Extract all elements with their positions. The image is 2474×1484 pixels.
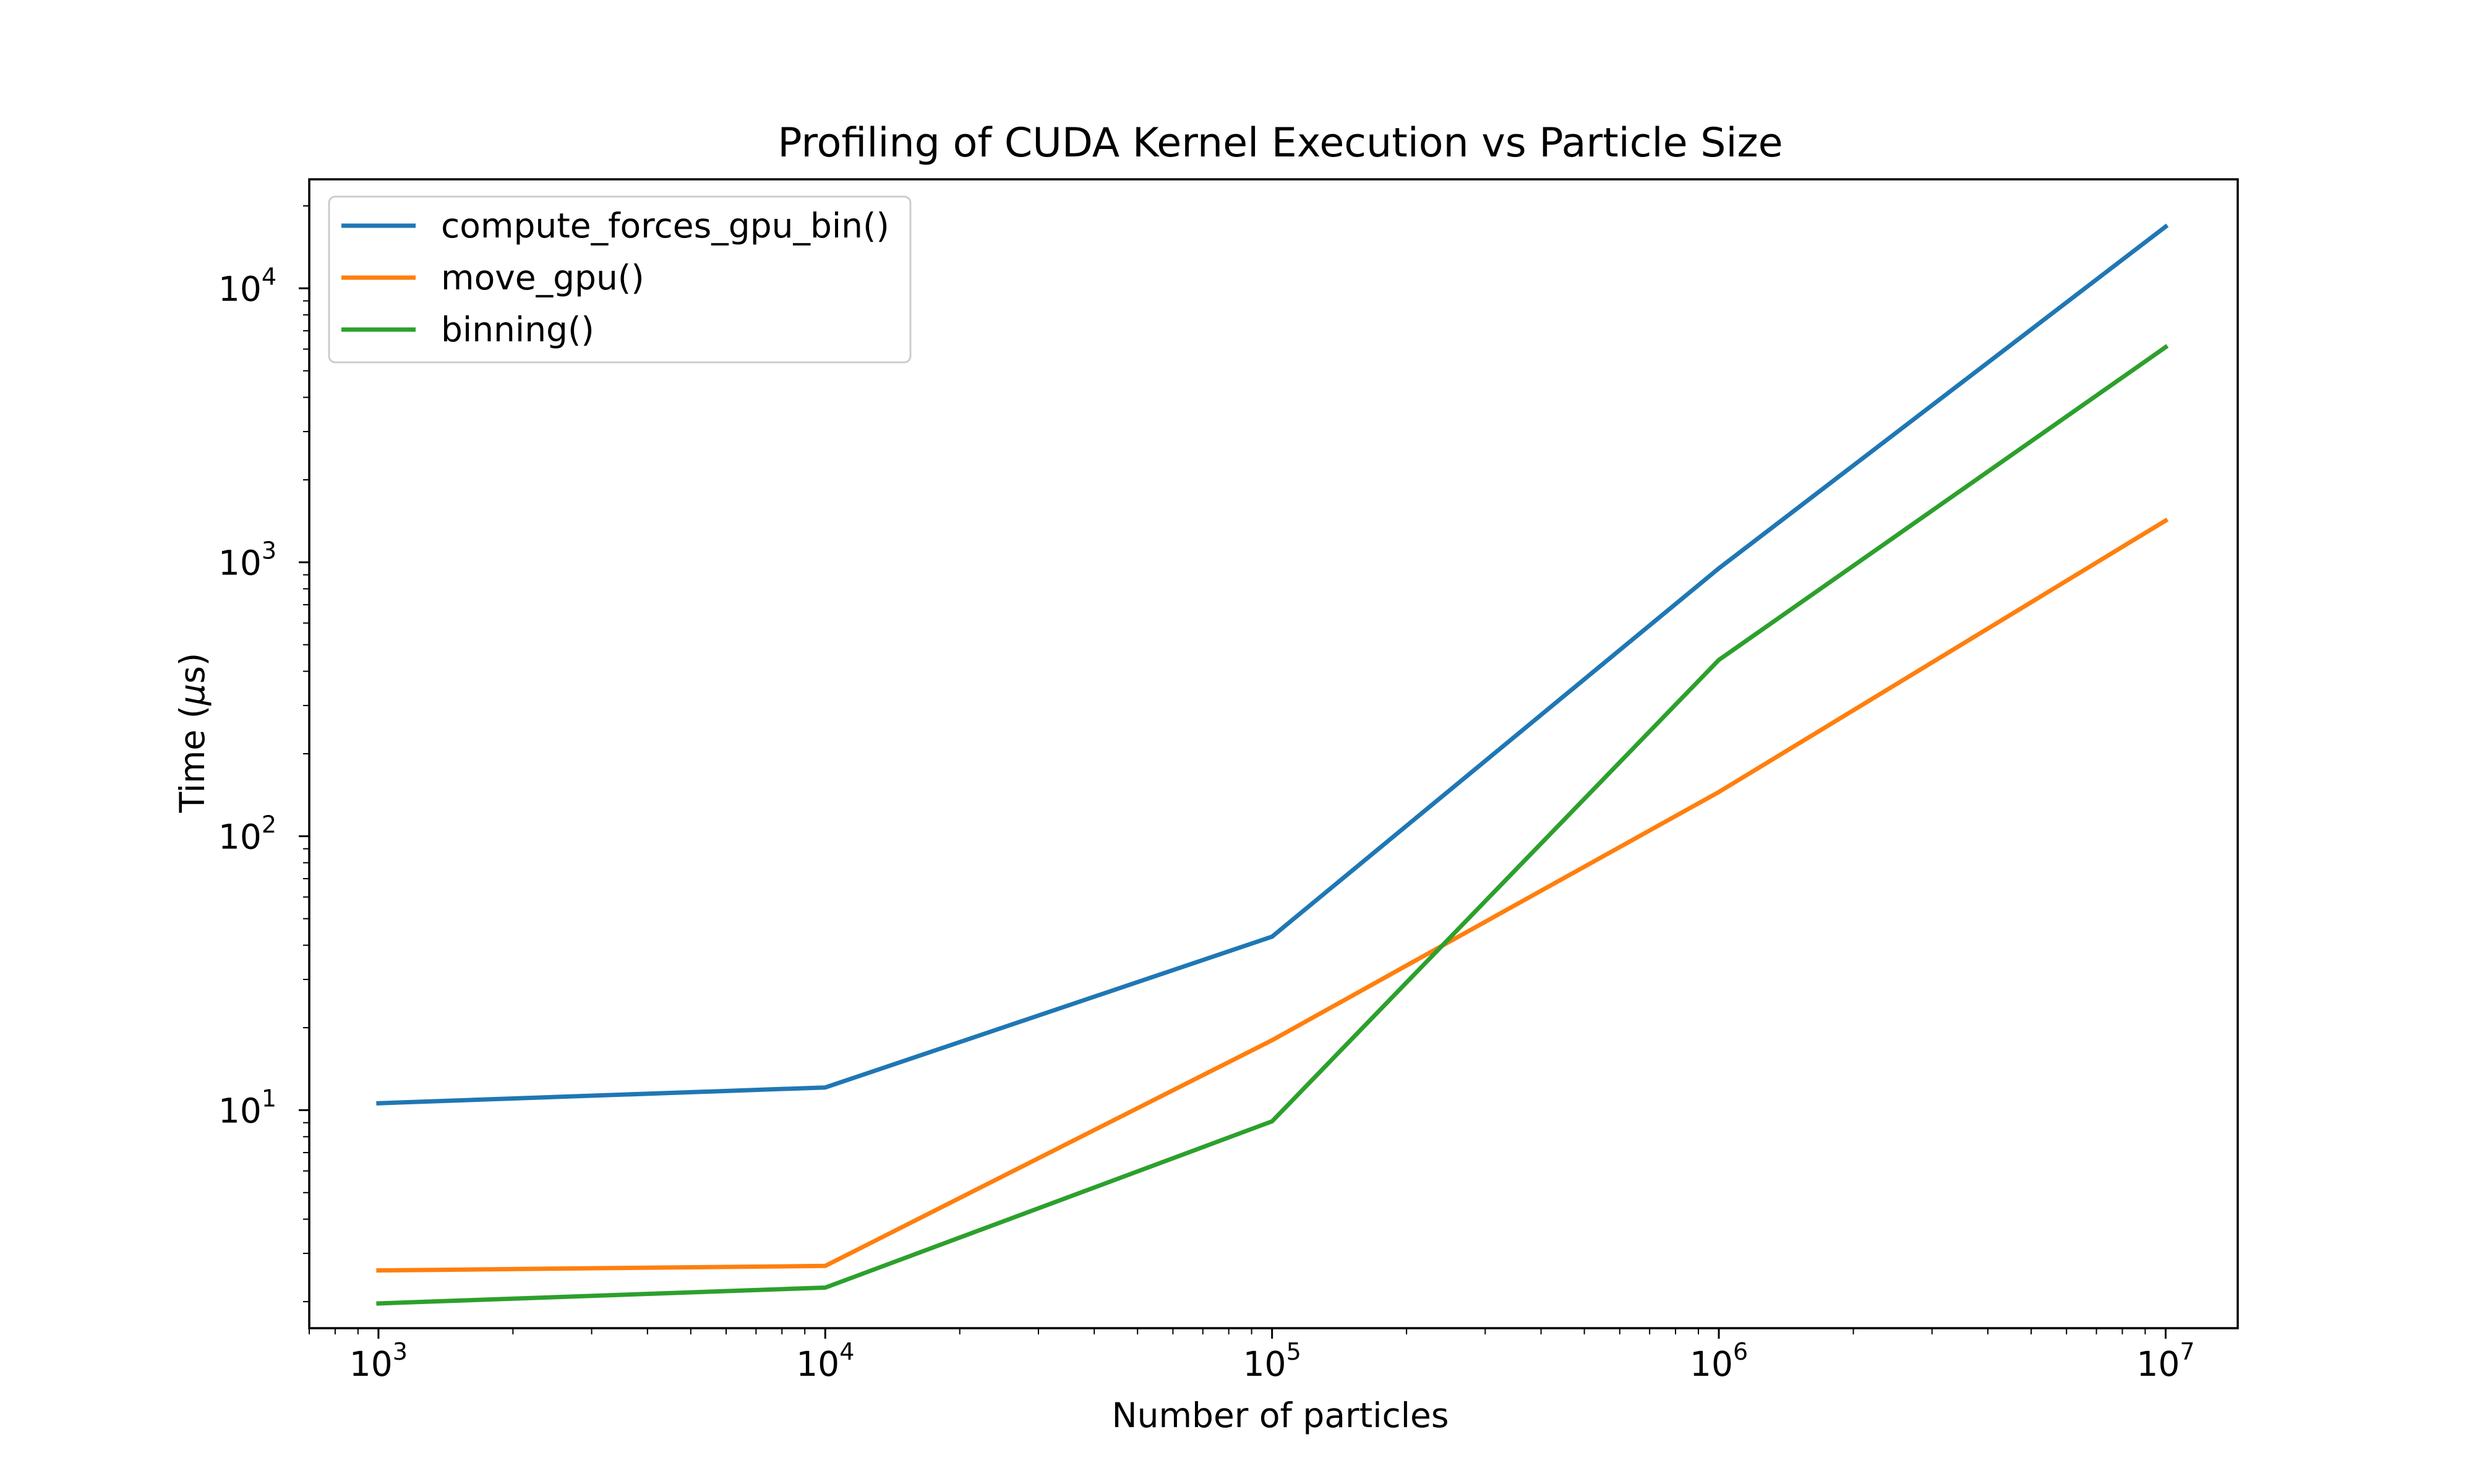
x-tick-label: 103	[349, 1338, 408, 1384]
x-axis-label: Number of particles	[1111, 1396, 1449, 1435]
legend: compute_forces_gpu_bin() move_gpu()binnin…	[328, 195, 912, 364]
chart-title: Profiling of CUDA Kernel Execution vs Pa…	[777, 120, 1783, 166]
series-line-2	[376, 518, 2169, 1273]
y-tick-label: 104	[218, 263, 276, 309]
series-line-1	[376, 223, 2169, 1106]
legend-box	[328, 195, 912, 364]
y-tick-label: 103	[218, 537, 276, 582]
x-tick-label: 105	[1243, 1338, 1301, 1384]
axes: 103 104 105 106 107 101 102 103 104	[218, 178, 2239, 1384]
plot-area	[376, 223, 2169, 1306]
legend-label: move_gpu()	[441, 258, 644, 297]
series-line-3	[376, 344, 2169, 1306]
y-tick-label: 102	[218, 811, 276, 856]
legend-label: binning()	[441, 310, 594, 349]
y-tick-label: 101	[218, 1085, 276, 1130]
y-axis-label: Time (μs)	[173, 653, 212, 814]
x-tick-label: 107	[2136, 1338, 2194, 1384]
x-tick-label: 106	[1690, 1338, 1748, 1384]
legend-label: compute_forces_gpu_bin()	[441, 206, 889, 245]
x-tick-label: 104	[796, 1338, 854, 1384]
